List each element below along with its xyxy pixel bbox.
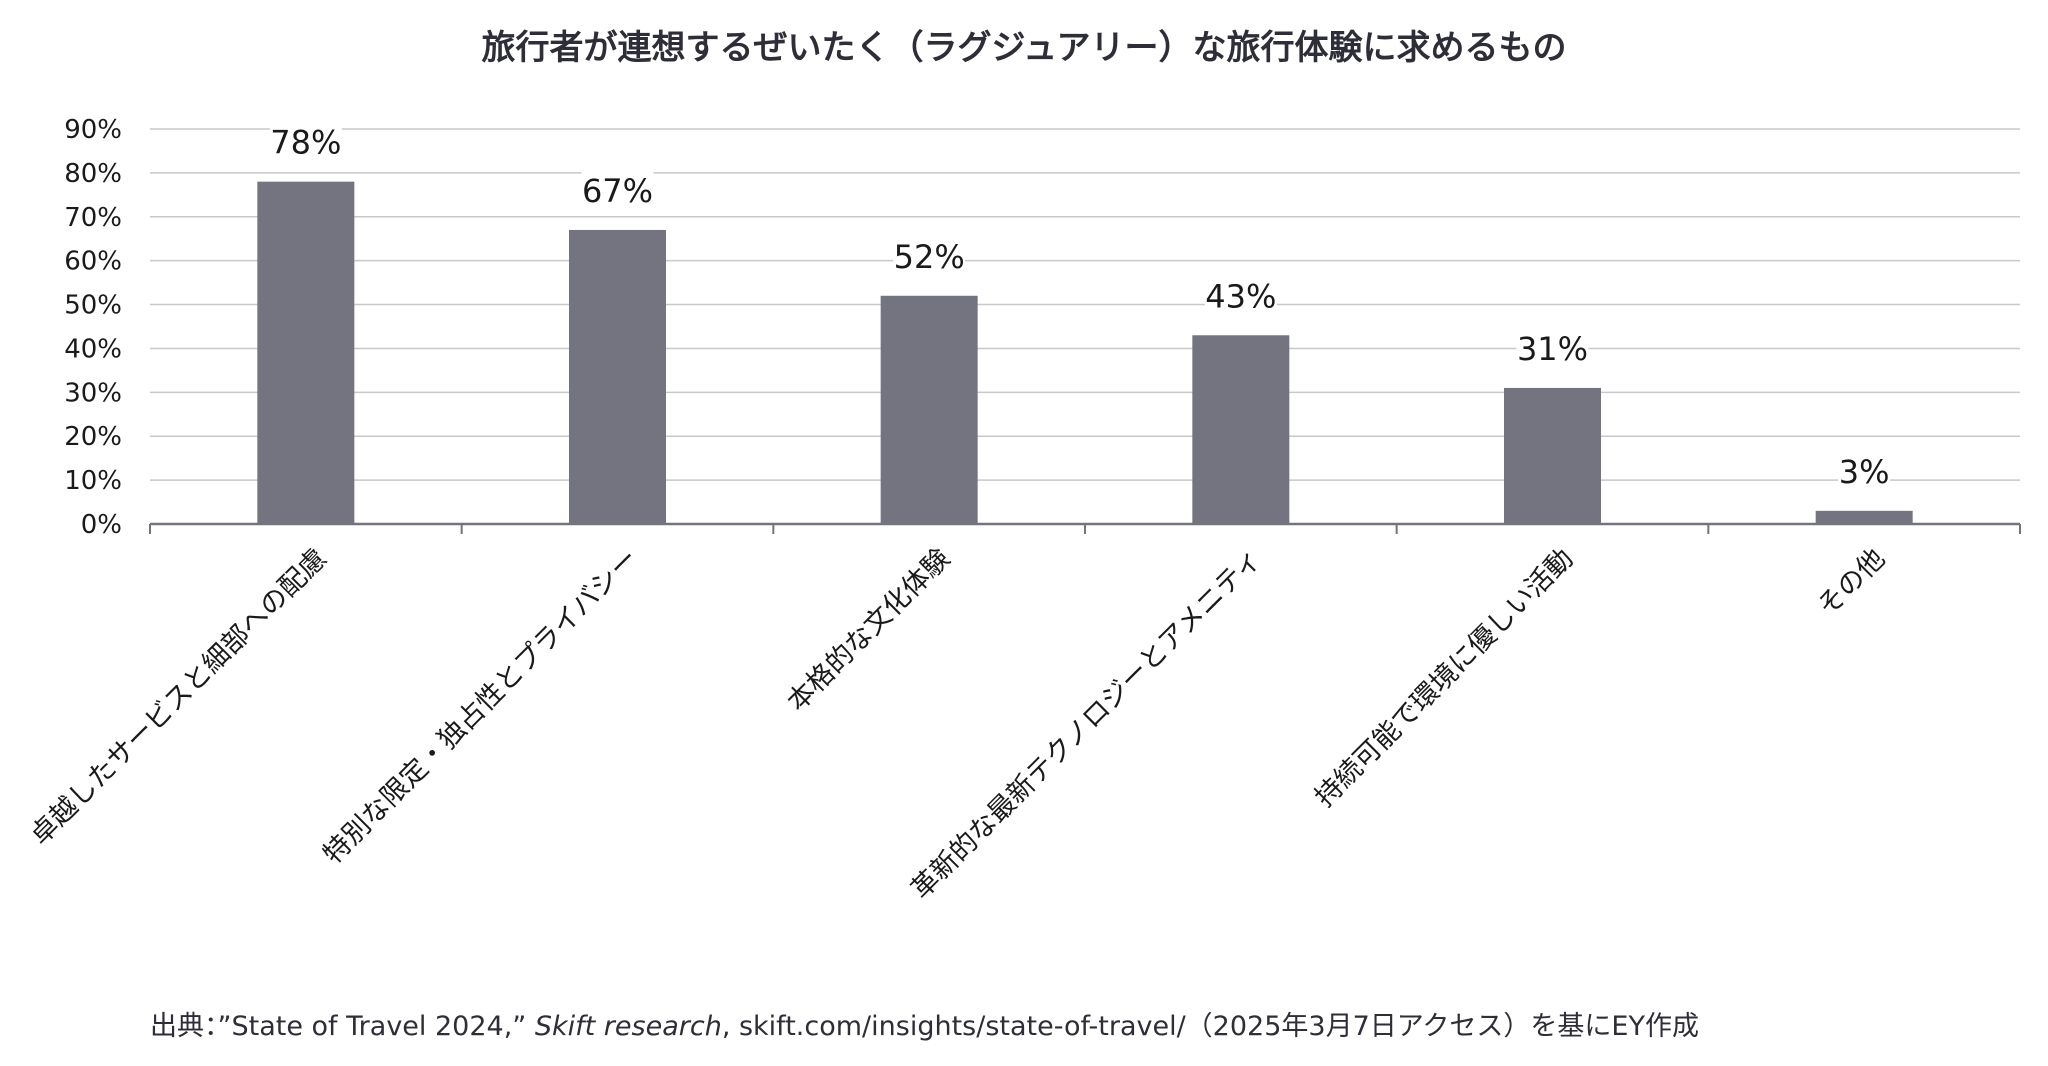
category-label: 卓越したサービスと細部への配慮: [24, 543, 332, 851]
data-label-bg: [1204, 277, 1277, 318]
category-label: その他: [1812, 543, 1891, 622]
chart-title: 旅行者が連想するぜいたく（ラグジュアリー）な旅行体験に求めるもの: [481, 28, 1567, 68]
y-tick-label: 10%: [64, 466, 122, 496]
source-italic: Skift research: [534, 1011, 722, 1042]
data-label-bg: [581, 171, 654, 212]
y-tick-label: 50%: [64, 291, 122, 321]
gridlines: [150, 128, 2020, 481]
data-label: 3%: [1839, 453, 1890, 491]
y-tick-label: 40%: [64, 334, 122, 364]
data-label-bg: [1838, 452, 1891, 493]
y-tick-label: 0%: [81, 510, 122, 540]
bar: [1504, 387, 1601, 524]
bar: [1192, 335, 1290, 524]
bar: [569, 229, 666, 524]
y-axis-ticks: 0% 10% 20% 30% 40% 50% 60% 70% 80% 90%: [64, 115, 122, 540]
bars: [257, 181, 1913, 524]
source-suffix: , skift.com/insights/state-of-travel/（20…: [721, 1011, 1699, 1042]
data-label: 43%: [1205, 277, 1276, 315]
data-label: 78%: [270, 124, 341, 162]
y-tick-label: 70%: [64, 203, 122, 233]
data-label-bg: [893, 237, 966, 278]
source-note: 出典：”State of Travel 2024,” Skift researc…: [150, 1004, 1699, 1043]
x-axis: [149, 522, 2021, 534]
data-labels: 78% 67% 52% 43% 31% 3%: [269, 123, 1891, 493]
y-tick-label: 30%: [64, 378, 122, 408]
category-label: 特別な限定・独占性とプライバシー: [317, 543, 644, 870]
bar: [1815, 510, 1913, 524]
data-label: 67%: [582, 172, 653, 210]
category-label: 革新的な最新テクノロジーとアメニティ: [905, 543, 1267, 905]
y-tick-label: 90%: [64, 115, 122, 145]
data-label: 52%: [894, 238, 965, 276]
bar: [257, 181, 355, 524]
category-label: 持続可能で環境に優しい活動: [1309, 543, 1579, 813]
source-prefix: 出典：”State of Travel 2024,”: [150, 1011, 535, 1042]
data-label-bg: [269, 123, 342, 164]
y-tick-label: 60%: [64, 247, 122, 277]
bar: [880, 295, 978, 524]
y-tick-label: 20%: [64, 422, 122, 452]
y-tick-label: 80%: [64, 159, 122, 189]
category-label: 本格的な文化体験: [781, 543, 956, 718]
data-label-bg: [1516, 329, 1589, 370]
data-label: 31%: [1517, 330, 1588, 368]
